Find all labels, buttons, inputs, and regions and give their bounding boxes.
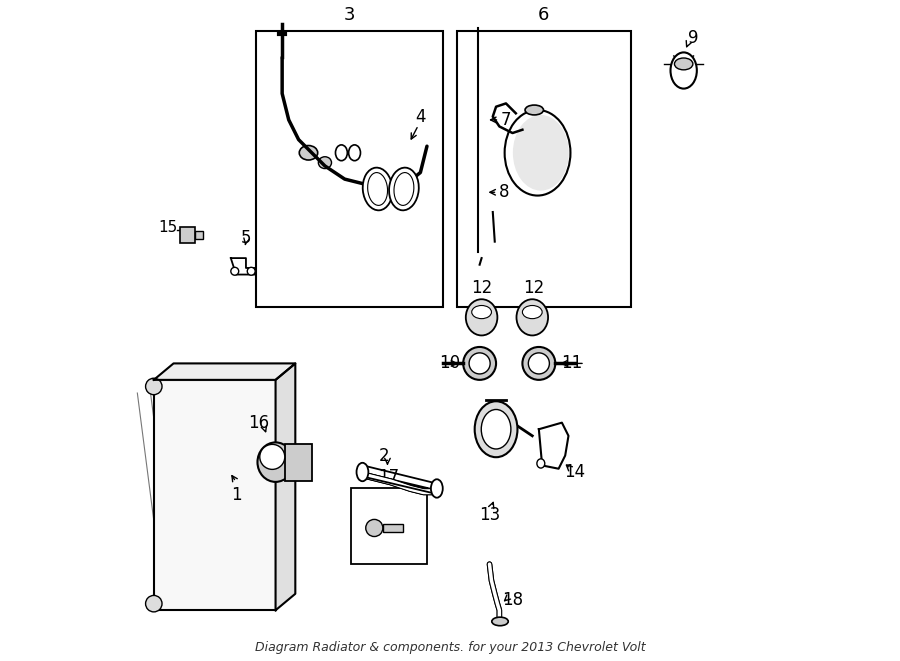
Ellipse shape	[472, 305, 491, 319]
Text: 17: 17	[379, 467, 400, 486]
Ellipse shape	[300, 145, 318, 160]
Bar	[382, 524, 402, 532]
Ellipse shape	[670, 52, 697, 89]
Text: 1: 1	[230, 486, 241, 504]
Text: 7: 7	[500, 111, 511, 129]
Ellipse shape	[363, 168, 392, 210]
Text: 18: 18	[502, 592, 523, 609]
Text: 12: 12	[523, 279, 544, 297]
Polygon shape	[154, 364, 295, 380]
Text: 13: 13	[479, 506, 500, 524]
Text: 11: 11	[561, 354, 582, 372]
Circle shape	[230, 267, 238, 275]
Ellipse shape	[474, 401, 518, 457]
Ellipse shape	[517, 299, 548, 335]
Ellipse shape	[394, 173, 414, 206]
Text: 9: 9	[688, 28, 698, 46]
Text: 6: 6	[538, 5, 550, 24]
Ellipse shape	[482, 409, 511, 449]
Circle shape	[248, 267, 256, 275]
Ellipse shape	[260, 444, 284, 469]
Text: 10: 10	[439, 354, 461, 372]
Ellipse shape	[537, 459, 544, 468]
Text: 14: 14	[564, 463, 586, 481]
Bar	[256, 31, 444, 307]
Bar	[456, 31, 631, 307]
Text: 16: 16	[248, 414, 270, 432]
Ellipse shape	[464, 347, 496, 380]
Circle shape	[365, 520, 382, 537]
Ellipse shape	[336, 145, 347, 161]
Text: Diagram Radiator & components. for your 2013 Chevrolet Volt: Diagram Radiator & components. for your …	[255, 641, 645, 654]
Text: 4: 4	[415, 108, 426, 126]
Ellipse shape	[389, 168, 419, 210]
Ellipse shape	[146, 378, 162, 395]
Text: 3: 3	[344, 5, 356, 24]
Bar	[194, 231, 202, 239]
Ellipse shape	[525, 105, 544, 115]
Ellipse shape	[146, 596, 162, 612]
Ellipse shape	[431, 479, 443, 498]
Bar	[285, 444, 311, 481]
Text: 15: 15	[158, 220, 178, 235]
Text: 12: 12	[471, 279, 492, 297]
Ellipse shape	[674, 58, 693, 70]
Bar	[180, 227, 194, 243]
Ellipse shape	[466, 299, 498, 335]
Ellipse shape	[469, 353, 491, 374]
Text: 8: 8	[499, 183, 509, 201]
Ellipse shape	[522, 305, 542, 319]
Ellipse shape	[505, 110, 571, 196]
Ellipse shape	[513, 115, 569, 190]
Ellipse shape	[257, 442, 293, 482]
Ellipse shape	[522, 347, 555, 380]
Ellipse shape	[528, 353, 549, 374]
Polygon shape	[275, 364, 295, 610]
Text: 5: 5	[240, 229, 251, 247]
Text: 2: 2	[379, 447, 390, 465]
Bar	[351, 488, 427, 564]
Ellipse shape	[348, 145, 361, 161]
Ellipse shape	[368, 173, 388, 206]
Ellipse shape	[319, 157, 331, 169]
Ellipse shape	[356, 463, 368, 481]
Bar	[154, 380, 275, 610]
Ellipse shape	[491, 617, 508, 626]
